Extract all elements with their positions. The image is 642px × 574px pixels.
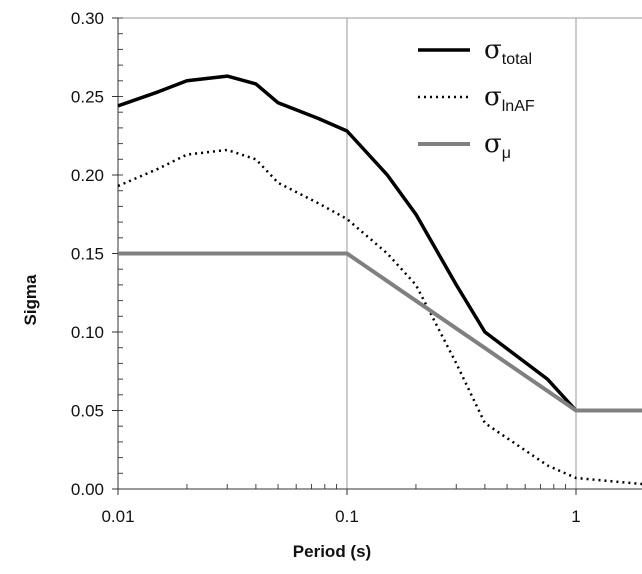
legend-symbol: σ [484, 129, 502, 159]
x-axis-title: Period (s) [293, 542, 371, 561]
series-layer [117, 74, 642, 486]
legend-background [405, 30, 565, 180]
y-tick-label-0.00: 0.00 [71, 480, 104, 499]
x-tick-label-0.01: 0.01 [101, 507, 134, 526]
legend-subscript: total [502, 51, 532, 68]
y-tick-label-0.30: 0.30 [71, 9, 104, 28]
y-axis-title: Sigma [21, 274, 40, 326]
y-tick-label-0.15: 0.15 [71, 245, 104, 264]
series-line-lnaf [117, 148, 642, 486]
legend-label-μ: σμ [484, 129, 511, 162]
series-line-μ [118, 251, 642, 413]
y-tick-label-0.05: 0.05 [71, 402, 104, 421]
legend-symbol: σ [484, 35, 502, 65]
legend-symbol: σ [484, 82, 502, 112]
legend-label-lnaf: σlnAF [484, 82, 535, 115]
x-tick-label-0.1: 0.1 [335, 507, 359, 526]
legend-subscript: μ [502, 145, 511, 162]
y-tick-label-0.10: 0.10 [71, 323, 104, 342]
legend-label-total: σtotal [484, 35, 532, 68]
x-tick-label-1: 1 [571, 507, 580, 526]
series-line-total [117, 74, 642, 413]
y-tick-label-0.25: 0.25 [71, 88, 104, 107]
minor-ticks [112, 17, 577, 495]
legend-subscript: lnAF [502, 98, 535, 115]
y-tick-label-0.20: 0.20 [71, 166, 104, 185]
tick-labels: 0.01 0.1 1 0.00 0.05 0.10 0.15 0.20 0.25 0.30 [71, 9, 581, 526]
